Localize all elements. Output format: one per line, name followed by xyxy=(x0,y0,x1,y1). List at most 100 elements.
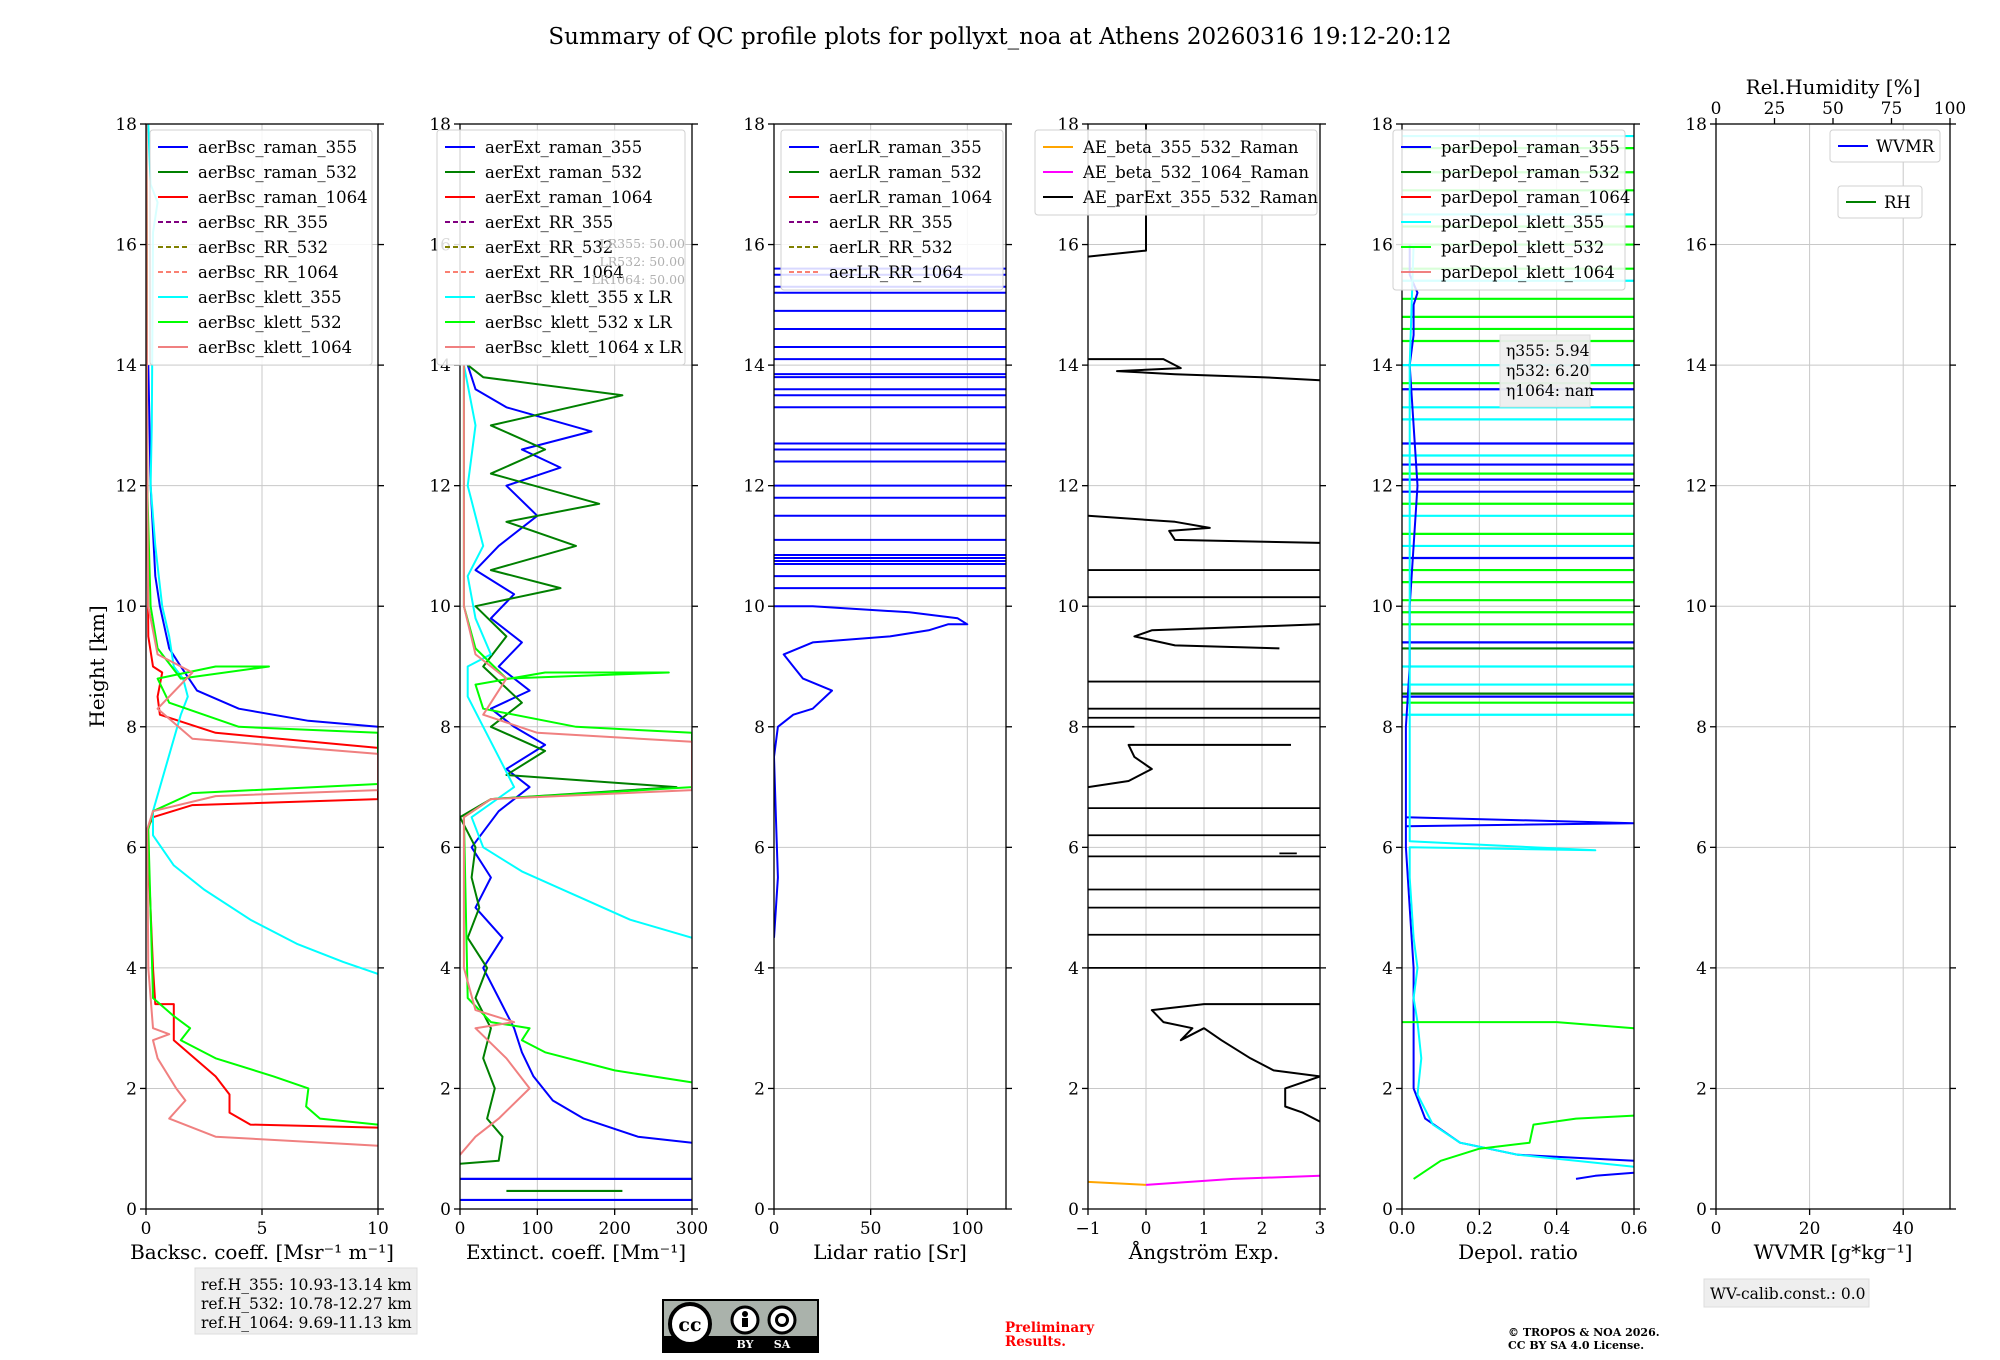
legend-label: aerExt_RR_355 xyxy=(485,213,613,232)
ref-height-1064: ref.H_1064: 9.69-11.13 km xyxy=(201,1314,412,1332)
y-tick-label: 8 xyxy=(1696,718,1707,738)
legend-box xyxy=(1837,185,1923,219)
series-AE_parExt_355_532_Raman_mid xyxy=(1088,743,1291,789)
series-parDepol_raman_355 xyxy=(1404,244,1634,1162)
y-tick-label: 8 xyxy=(126,718,137,738)
eta-value: η1064: nan xyxy=(1506,382,1594,400)
legend-label: aerExt_raman_532 xyxy=(485,163,642,182)
y-tick-label: 6 xyxy=(1382,838,1393,858)
y-tick-label: 8 xyxy=(440,718,451,738)
legend: aerExt_raman_355 aerExt_raman_532 aerExt_r… xyxy=(436,129,686,366)
legend-label: aerBsc_klett_355 x LR xyxy=(485,288,672,307)
lr-label: LR532: 50.00 xyxy=(599,254,685,269)
y-tick-label: 2 xyxy=(754,1079,765,1099)
eta-box-bg xyxy=(1499,334,1591,408)
y-tick-label: 2 xyxy=(1068,1079,1079,1099)
legend-label: AE_beta_355_532_Raman xyxy=(1082,138,1299,157)
x-tick-label: 10 xyxy=(367,1219,389,1239)
y-tick-label: 2 xyxy=(126,1079,137,1099)
series-aerBsc_raman_1064 xyxy=(146,124,378,1129)
x-axis-label: Ångström Exp. xyxy=(1128,1239,1279,1264)
x-tick-label: 40 xyxy=(1892,1219,1914,1239)
x-axis-label: Backsc. coeff. [Msr⁻¹ m⁻¹] xyxy=(130,1240,394,1264)
y-tick-label: 14 xyxy=(743,356,765,376)
wv-calib-const: WV-calib.const.: 0.0 xyxy=(1710,1285,1866,1303)
plot-data xyxy=(1088,124,1320,1186)
series-aerLR_raman_355 xyxy=(774,605,969,938)
legend-box xyxy=(149,129,373,366)
legend-box xyxy=(436,129,686,366)
series-AE_beta_532_1064_Raman xyxy=(1145,1174,1320,1186)
series-AE_parExt_355_532_Raman_cirrus xyxy=(1133,623,1320,650)
legend-box xyxy=(780,129,1004,291)
legend-label: aerBsc_raman_1064 xyxy=(198,188,368,207)
legend-label: aerLR_raman_355 xyxy=(829,138,982,157)
copyright-line1: © TROPOS & NOA 2026. xyxy=(1508,1326,1660,1339)
x-tick-label: 100 xyxy=(951,1219,983,1239)
panel-2: 0246810121416180100200300Extinct. coeff.… xyxy=(429,115,708,1264)
top-tick-label: 50 xyxy=(1822,99,1844,119)
x-axis-label: WVMR [g*kg⁻¹] xyxy=(1754,1240,1913,1264)
axes-frame xyxy=(459,123,693,1210)
y-tick-label: 16 xyxy=(1057,236,1079,256)
series-aerBsc_klett_355 x LR xyxy=(462,364,692,939)
legend-wvmr: WVMR xyxy=(1829,129,1941,163)
x-tick-label: 0 xyxy=(1141,1219,1152,1239)
y-tick-label: 0 xyxy=(754,1200,765,1220)
x-tick-label: 3 xyxy=(1315,1219,1326,1239)
x-tick-label: 1 xyxy=(1199,1219,1210,1239)
top-tick-label: 100 xyxy=(1934,99,1966,119)
top-tick-label: 25 xyxy=(1764,99,1786,119)
y-tick-label: 6 xyxy=(440,838,451,858)
ref-height-355: ref.H_355: 10.93-13.14 km xyxy=(201,1276,412,1294)
plot-data xyxy=(1402,134,1634,1180)
series-AE_parExt_355_532_Raman_top2 xyxy=(1088,358,1320,382)
y-tick-label: 0 xyxy=(1382,1200,1393,1220)
wv-calib-box: WV-calib.const.: 0.0 xyxy=(1703,1278,1870,1308)
series-aerExt_raman_355 xyxy=(466,364,692,1144)
plot-data xyxy=(774,267,1006,938)
legend: parDepol_raman_355 parDepol_raman_532 parD… xyxy=(1392,129,1630,291)
legend-label: aerBsc_raman_532 xyxy=(198,163,357,182)
top-tick-label: 0 xyxy=(1711,99,1722,119)
y-tick-label: 10 xyxy=(1057,597,1079,617)
y-tick-label: 2 xyxy=(1696,1079,1707,1099)
y-tick-label: 12 xyxy=(743,477,765,497)
legend-box xyxy=(1392,129,1626,291)
x-tick-label: 0 xyxy=(141,1219,152,1239)
x-tick-label: 0 xyxy=(769,1219,780,1239)
legend-label: parDepol_klett_532 xyxy=(1441,238,1604,257)
y-tick-label: 10 xyxy=(115,597,137,617)
legend-label: aerBsc_raman_355 xyxy=(198,138,357,157)
legend-label: aerBsc_RR_1064 xyxy=(198,263,339,282)
x-tick-label: 0.2 xyxy=(1466,1219,1493,1239)
y-tick-label: 12 xyxy=(115,477,137,497)
legend-label: parDepol_raman_532 xyxy=(1441,163,1620,182)
y-tick-label: 10 xyxy=(1685,597,1707,617)
lr-label: LR355: 50.00 xyxy=(599,236,685,251)
lr-label: LR1064: 50.00 xyxy=(592,272,686,287)
y-tick-label: 0 xyxy=(440,1200,451,1220)
cc-icon xyxy=(668,1302,712,1346)
y-tick-label: 6 xyxy=(754,838,765,858)
legend-label: aerBsc_klett_1064 xyxy=(198,338,352,357)
x-tick-label: 5 xyxy=(257,1219,268,1239)
preliminary-line2: Results. xyxy=(1005,1334,1066,1350)
y-tick-label: 4 xyxy=(440,959,451,979)
x-tick-label: 2 xyxy=(1257,1219,1268,1239)
x-tick-label: −1 xyxy=(1075,1219,1100,1239)
legend-label: parDepol_klett_1064 xyxy=(1441,263,1615,282)
legend-box xyxy=(1034,129,1318,216)
top-axis-label: Rel.Humidity [%] xyxy=(1746,75,1921,99)
legend-label: parDepol_raman_355 xyxy=(1441,138,1620,157)
top-tick-label: 75 xyxy=(1881,99,1903,119)
y-tick-label: 16 xyxy=(743,236,765,256)
legend-box xyxy=(1829,129,1941,163)
y-tick-label: 10 xyxy=(1371,597,1393,617)
y-tick-label: 4 xyxy=(754,959,765,979)
x-axis-label: Lidar ratio [Sr] xyxy=(813,1240,967,1264)
y-tick-label: 8 xyxy=(754,718,765,738)
panel-5: 0 2 4 6 8 10 12 14 16 18 0.0 0.2 0.4 0.6 Depol. ratio p… xyxy=(1371,115,1647,1264)
